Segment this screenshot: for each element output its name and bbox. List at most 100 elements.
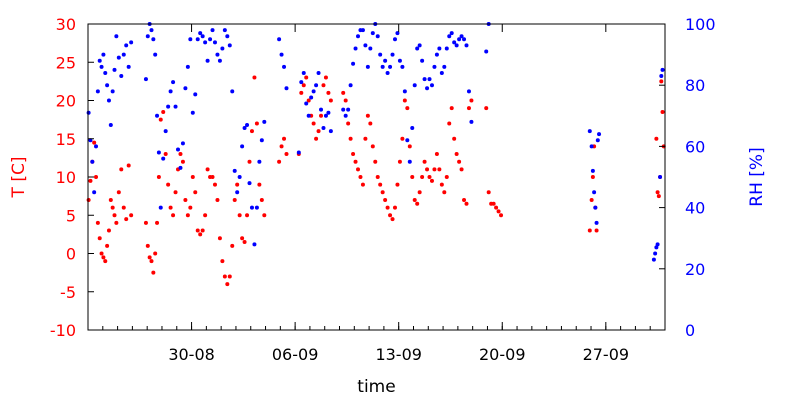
- temperature-point: [247, 159, 252, 164]
- temperature-point: [163, 152, 168, 157]
- humidity-point: [215, 52, 220, 57]
- humidity-point: [437, 46, 442, 51]
- humidity-point: [309, 95, 314, 100]
- temperature-point: [166, 182, 171, 187]
- temperature-point: [129, 213, 134, 218]
- humidity-point: [402, 89, 407, 94]
- humidity-point: [95, 89, 100, 94]
- temperature-point: [108, 197, 113, 202]
- temperature-point: [316, 129, 321, 134]
- humidity-point: [103, 70, 108, 75]
- humidity-point: [442, 64, 447, 69]
- temperature-point: [252, 75, 257, 80]
- right-tick-label: 80: [685, 76, 705, 95]
- humidity-point: [353, 46, 358, 51]
- temperature-point: [145, 243, 150, 248]
- humidity-point: [151, 37, 156, 42]
- humidity-point: [252, 242, 257, 247]
- temperature-point: [88, 178, 93, 183]
- humidity-point: [220, 46, 225, 51]
- humidity-point: [452, 40, 457, 45]
- x-tick-label: 30-08: [168, 345, 215, 364]
- temperature-point: [153, 251, 158, 256]
- left-tick-label: 30: [56, 15, 76, 34]
- temperature-point: [97, 236, 102, 241]
- temperature-point: [439, 182, 444, 187]
- humidity-point: [114, 34, 119, 39]
- humidity-point: [108, 122, 113, 127]
- temperature-point: [245, 213, 250, 218]
- temperature-point: [306, 98, 311, 103]
- humidity-point: [88, 138, 93, 143]
- humidity-point: [155, 113, 160, 118]
- left-tick-label: -5: [60, 283, 76, 302]
- temperature-point: [437, 167, 442, 172]
- humidity-point: [212, 40, 217, 45]
- humidity-point: [360, 28, 365, 33]
- humidity-point: [112, 67, 117, 72]
- humidity-point: [343, 113, 348, 118]
- humidity-point: [156, 150, 161, 155]
- temperature-point: [205, 167, 210, 172]
- temperature-point: [452, 136, 457, 141]
- humidity-point: [397, 58, 402, 63]
- humidity-point: [121, 52, 126, 57]
- temperature-point: [156, 175, 161, 179]
- temperature-point: [126, 163, 131, 168]
- humidity-point: [101, 52, 106, 57]
- humidity-point: [390, 52, 395, 57]
- humidity-point: [183, 86, 188, 91]
- humidity-point: [168, 89, 173, 94]
- temperature-point: [400, 136, 405, 141]
- temperature-point: [326, 90, 331, 95]
- temperature-point: [356, 167, 361, 172]
- humidity-point: [589, 144, 594, 149]
- humidity-point: [230, 89, 235, 94]
- temperature-point: [195, 228, 200, 233]
- temperature-point: [462, 197, 467, 202]
- humidity-point: [171, 80, 176, 85]
- humidity-point: [279, 52, 284, 57]
- humidity-point: [457, 37, 462, 42]
- humidity-point: [178, 165, 183, 170]
- x-tick-label: 27-09: [583, 345, 630, 364]
- humidity-point: [651, 257, 656, 262]
- temperature-point: [279, 144, 284, 149]
- humidity-point: [190, 110, 195, 115]
- humidity-point: [469, 119, 474, 124]
- temperature-point: [190, 175, 195, 179]
- temperature-point: [434, 152, 439, 157]
- temperature-point: [217, 236, 222, 241]
- temperature-point: [496, 209, 501, 214]
- temperature-point: [151, 270, 156, 275]
- humidity-point: [242, 126, 247, 131]
- temperature-point: [92, 140, 97, 145]
- humidity-point: [321, 126, 326, 131]
- humidity-point: [346, 107, 351, 112]
- temperature-point: [314, 136, 319, 141]
- humidity-point: [161, 156, 166, 161]
- right-tick-label: 20: [685, 260, 705, 279]
- humidity-point: [439, 70, 444, 75]
- humidity-point: [90, 159, 95, 164]
- humidity-point: [319, 107, 324, 112]
- temperature-point: [358, 175, 363, 179]
- temperature-point: [147, 255, 152, 260]
- temperature-point: [158, 117, 163, 122]
- humidity-point: [119, 74, 124, 79]
- humidity-point: [400, 64, 405, 69]
- humidity-point: [323, 113, 328, 118]
- humidity-point: [116, 55, 121, 60]
- plot-area: [86, 22, 666, 287]
- humidity-point: [653, 251, 658, 256]
- humidity-point: [597, 132, 602, 137]
- humidity-point: [326, 110, 331, 115]
- humidity-point: [257, 159, 262, 164]
- humidity-point: [383, 58, 388, 63]
- temperature-point: [220, 259, 225, 264]
- left-tick-label: 5: [66, 206, 76, 225]
- humidity-point: [92, 190, 97, 195]
- temperature-point: [230, 243, 235, 248]
- temperature-point: [590, 175, 595, 179]
